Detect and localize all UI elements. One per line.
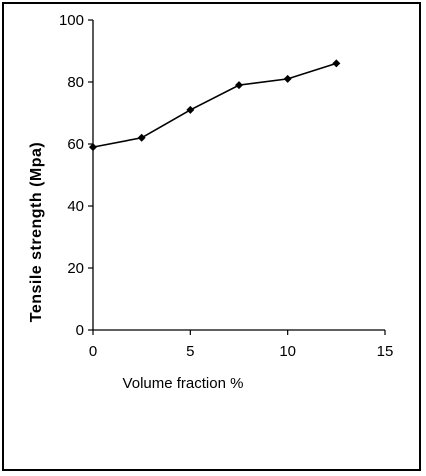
x-tick-label: 5 xyxy=(186,343,194,360)
y-tick-label: 40 xyxy=(67,198,84,215)
series-layer xyxy=(89,59,341,152)
y-tick-label: 60 xyxy=(67,136,84,153)
data-point xyxy=(89,143,97,152)
chart-frame xyxy=(2,2,421,471)
data-point xyxy=(186,105,195,114)
y-tick-label: 100 xyxy=(59,12,84,29)
y-tick-label: 20 xyxy=(67,260,84,277)
y-ticks: 0 20 40 60 80 100 xyxy=(59,12,93,339)
y-tick-label: 80 xyxy=(67,74,84,91)
data-point xyxy=(332,59,341,68)
y-axis-title: Tensile strength (Mpa) xyxy=(28,142,45,323)
y-tick-label: 0 xyxy=(76,322,84,339)
data-point xyxy=(283,74,292,83)
x-tick-label: 10 xyxy=(279,343,296,360)
axes xyxy=(92,20,385,331)
data-point xyxy=(235,81,243,90)
x-axis-title: Volume fraction % xyxy=(123,375,244,392)
data-point xyxy=(137,133,146,142)
x-tick-label: 15 xyxy=(377,343,394,360)
x-tick-label: 0 xyxy=(89,343,97,360)
series-line xyxy=(92,62,337,148)
x-ticks: 0 5 10 15 xyxy=(89,330,394,360)
